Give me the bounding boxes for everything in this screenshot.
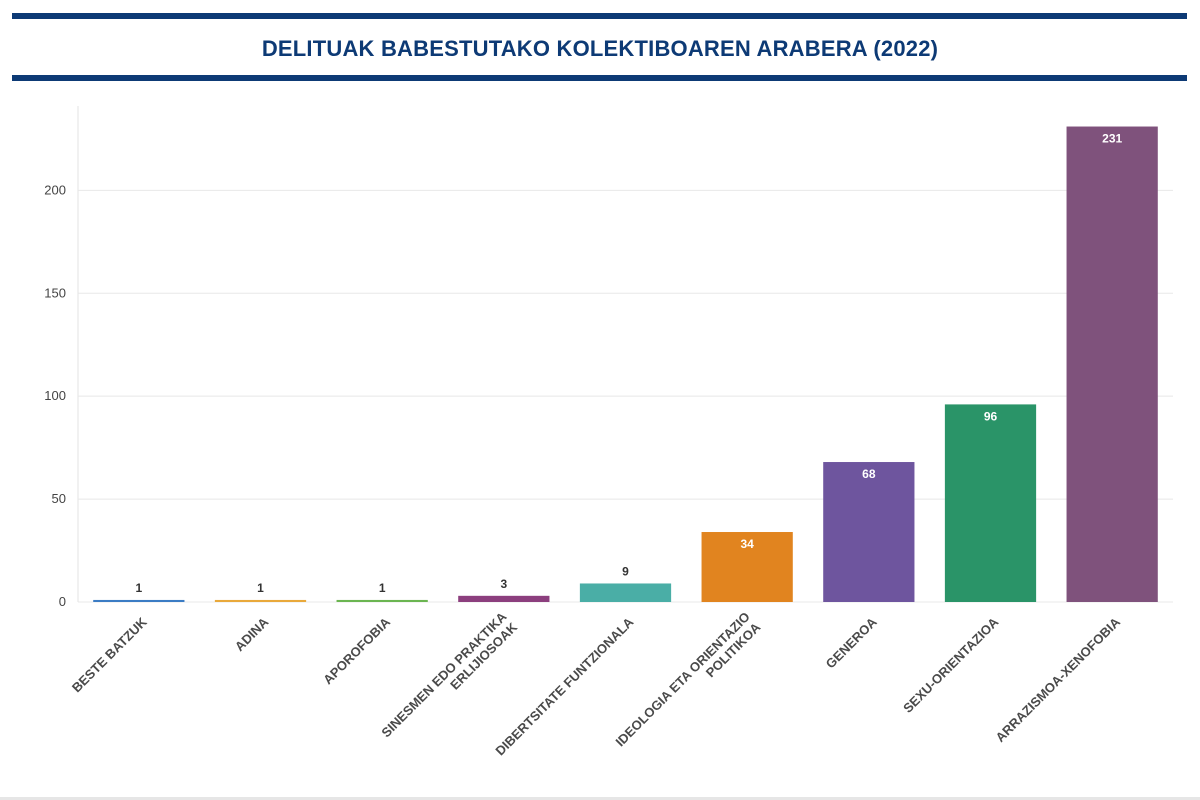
title-rule-bottom [12, 75, 1187, 81]
bar-value-label: 34 [740, 537, 754, 551]
x-tick-label: BESTE BATZUK [69, 614, 150, 695]
bar-value-label: 3 [500, 577, 507, 591]
bar [458, 595, 550, 602]
page-bottom-edge [0, 797, 1200, 800]
x-tick-label: SINESMEN EDO PRAKTIKAERLIJIOSOAK [378, 609, 520, 751]
bar [93, 599, 185, 602]
title-rule-top [12, 13, 1187, 19]
x-tick-label: ADINA [232, 614, 272, 654]
bar [336, 599, 428, 602]
chart-title: DELITUAK BABESTUTAKO KOLEKTIBOAREN ARABE… [261, 36, 939, 61]
bar-value-label: 231 [1102, 132, 1122, 146]
y-tick-label: 50 [52, 491, 66, 506]
x-tick-label: SEXU-ORIENTAZIOA [900, 614, 1002, 716]
bar [214, 599, 307, 602]
x-tick-label: GENEROA [823, 614, 881, 672]
x-tick-label: IDEOLOGIA ETA ORIENTAZIOPOLITIKOA [612, 609, 763, 760]
bar [579, 583, 672, 602]
bar [1066, 126, 1158, 603]
bar-value-label: 1 [135, 581, 142, 595]
x-tick-label: APOROFOBIA [320, 614, 393, 687]
bar [823, 462, 915, 602]
bar-value-label: 1 [379, 581, 386, 595]
bar [944, 404, 1037, 602]
y-tick-label: 100 [44, 388, 66, 403]
bar [701, 532, 793, 602]
y-tick-label: 200 [44, 182, 66, 197]
y-tick-label: 0 [59, 594, 66, 609]
x-tick-label: ARRAZISMOA-XENOFOBIA [993, 614, 1124, 745]
bar-value-label: 9 [622, 564, 629, 578]
bar-value-label: 1 [257, 581, 264, 595]
y-tick-label: 150 [44, 285, 66, 300]
bar-value-label: 96 [984, 409, 998, 423]
bar-value-label: 68 [862, 467, 876, 481]
